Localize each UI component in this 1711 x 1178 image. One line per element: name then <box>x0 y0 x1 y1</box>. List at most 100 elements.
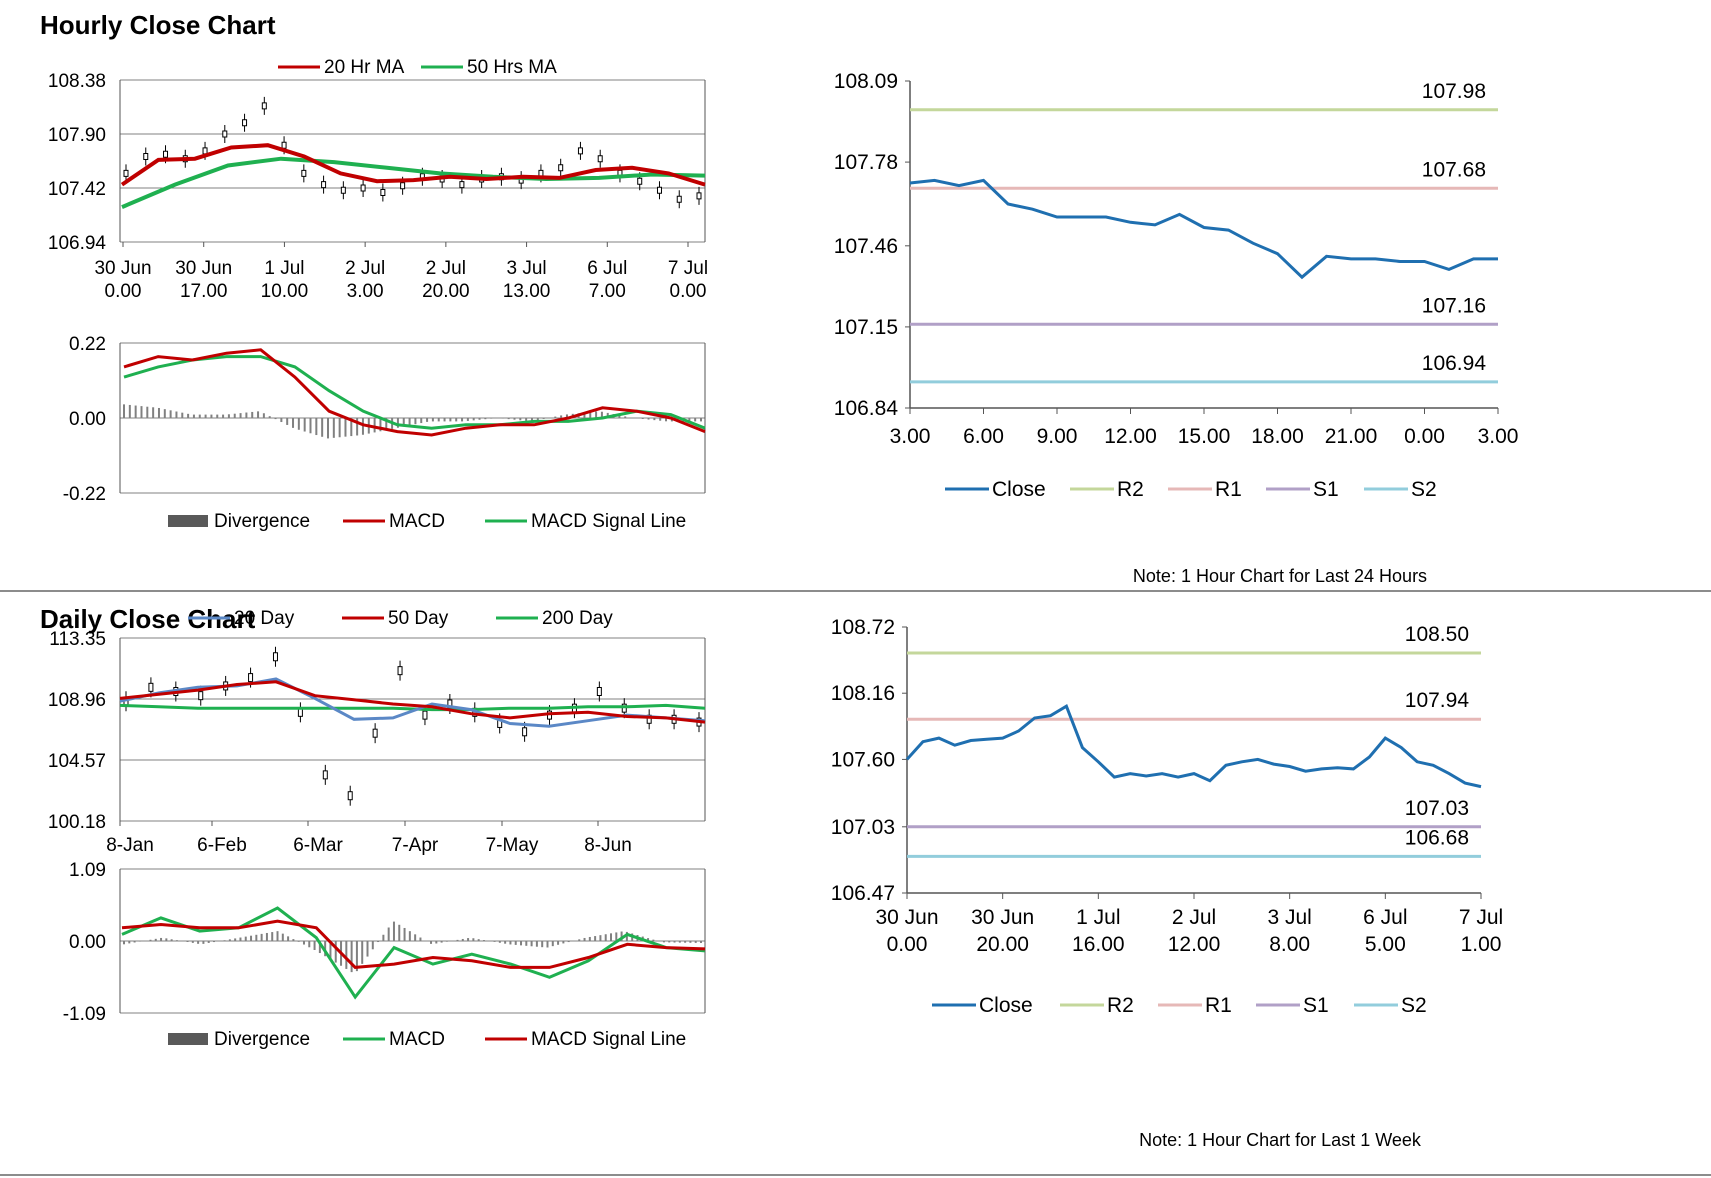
candle-body <box>143 153 149 160</box>
y-tick-label: 107.90 <box>48 125 106 146</box>
x-tick-label: 20.00 <box>976 933 1029 956</box>
y-tick-label: 107.78 <box>834 151 898 174</box>
legend-label: R2 <box>1107 994 1134 1017</box>
level-label-r2: 107.98 <box>1422 80 1486 103</box>
x-tick-label: 0.00 <box>887 933 928 956</box>
level-label-s1: 107.16 <box>1422 294 1486 317</box>
hourly-macd-legend-swatch <box>168 515 208 527</box>
level-label-r1: 107.68 <box>1422 158 1486 181</box>
x-tick-label: 6-Mar <box>293 835 343 856</box>
y-tick-label: 107.42 <box>48 179 106 200</box>
x-tick-label: 13.00 <box>503 281 551 302</box>
macd-line <box>123 348 706 437</box>
candle-body <box>696 192 702 200</box>
y-tick-label: 107.03 <box>831 816 895 839</box>
x-tick-label: 3 Jul <box>507 258 547 279</box>
hourly-macd-chart: 0.22 0.00 -0.22 Divergence MACD MACD Signal L… <box>0 334 800 590</box>
x-tick-label: 6 Jul <box>1363 906 1407 929</box>
x-tick-label: 1 Jul <box>1076 906 1120 929</box>
candle-body <box>281 141 287 149</box>
y-tick-label: 108.38 <box>48 71 106 92</box>
candle-body <box>637 177 643 185</box>
hourly-price-legend-label: 20 Hr MA <box>324 57 405 78</box>
macd-signal-line <box>121 919 706 969</box>
candle-body <box>459 181 465 189</box>
x-tick-label: 6-Feb <box>197 835 247 856</box>
candle-body <box>261 102 267 110</box>
daily-price-legend-label: 50 Day <box>388 608 449 629</box>
hourly-chart-note: Note: 1 Hour Chart for Last 24 Hours <box>1132 566 1428 586</box>
x-tick-label: 0.00 <box>670 281 707 302</box>
daily-price-chart: 113.35 108.96 104.57 100.18 8-Jan 6-Feb 6-Mar 7… <box>0 608 800 955</box>
x-tick-label: 7-Apr <box>392 835 439 856</box>
legend-label: S2 <box>1401 994 1427 1017</box>
x-tick-label: 2 Jul <box>1172 906 1216 929</box>
hourly-price-chart: 108.38 107.90 107.42 106.94 30 Jun 0.00 30 Jun… <box>0 50 800 340</box>
y-tick-label: 106.94 <box>48 233 107 254</box>
candle-body <box>400 182 406 190</box>
x-tick-label: 3.00 <box>890 425 931 448</box>
x-tick-label: 9.00 <box>1037 425 1078 448</box>
y-tick-label: 108.16 <box>831 682 895 705</box>
x-tick-label: 3.00 <box>347 281 384 302</box>
y-tick-label: 106.47 <box>831 882 895 905</box>
close-series-line <box>905 703 1482 789</box>
y-tick-label: 107.15 <box>834 316 898 339</box>
daily-macd-legend-label: MACD Signal Line <box>531 1029 686 1050</box>
ma20-series-line <box>120 143 706 187</box>
legend-label: R1 <box>1205 994 1232 1017</box>
x-tick-label: 10.00 <box>261 281 309 302</box>
y-tick-label: 0.22 <box>69 334 106 355</box>
day50-series-line <box>119 680 706 724</box>
candle-body <box>372 728 378 738</box>
candle-body <box>242 119 248 127</box>
daily-macd-legend-label: Divergence <box>214 1029 310 1050</box>
hourly-macd-legend-label: Divergence <box>214 511 310 532</box>
section-divider-bottom <box>0 1174 1711 1176</box>
candle-body <box>321 181 327 189</box>
legend-label: Close <box>979 994 1033 1017</box>
ma50-series-line <box>121 156 706 209</box>
x-tick-label: 1.00 <box>1461 933 1502 956</box>
candle-body <box>597 155 603 163</box>
level-label-s2: 106.94 <box>1422 352 1487 375</box>
candle-body <box>360 184 366 192</box>
daily-price-legend-label: 20 Day <box>234 608 295 629</box>
x-tick-label: 12.00 <box>1104 425 1157 448</box>
y-tick-label: 0.00 <box>69 932 106 953</box>
candle-body <box>577 147 583 155</box>
legend-label: S2 <box>1411 478 1437 501</box>
x-tick-label: 17.00 <box>180 281 228 302</box>
x-tick-label: 5.00 <box>1365 933 1406 956</box>
x-tick-label: 30 Jun <box>875 906 938 929</box>
x-tick-label: 20.00 <box>422 281 470 302</box>
x-tick-label: 8-Jun <box>584 835 632 856</box>
legend-label: Close <box>992 478 1046 501</box>
x-tick-label: 16.00 <box>1072 933 1125 956</box>
x-tick-label: 30 Jun <box>175 258 232 279</box>
level-label-r2: 108.50 <box>1405 623 1469 646</box>
candle-body <box>558 164 564 172</box>
level-label-r1: 107.94 <box>1405 689 1470 712</box>
macd-signal-line <box>123 355 706 430</box>
candle-body <box>248 673 254 683</box>
legend-label: S1 <box>1303 994 1329 1017</box>
level-label-s2: 106.68 <box>1405 826 1469 849</box>
x-tick-label: 30 Jun <box>971 906 1034 929</box>
x-tick-label: 7-May <box>486 835 539 856</box>
candle-body <box>676 195 682 203</box>
y-tick-label: 108.96 <box>48 690 106 711</box>
legend-label: R2 <box>1117 478 1144 501</box>
x-tick-label: 7.00 <box>589 281 626 302</box>
candle-body <box>347 791 353 801</box>
y-tick-label: 108.72 <box>831 616 895 639</box>
candle-body <box>380 189 386 196</box>
candle-body <box>522 727 528 737</box>
level-label-s1: 107.03 <box>1405 797 1469 820</box>
x-tick-label: 7 Jul <box>1459 906 1503 929</box>
x-tick-label: 8-Jan <box>106 835 154 856</box>
hourly-section-title: Hourly Close Chart <box>40 10 276 40</box>
x-tick-label: 0.00 <box>1404 425 1445 448</box>
y-tick-label: 0.00 <box>69 409 106 430</box>
day200-series-line <box>119 703 706 712</box>
